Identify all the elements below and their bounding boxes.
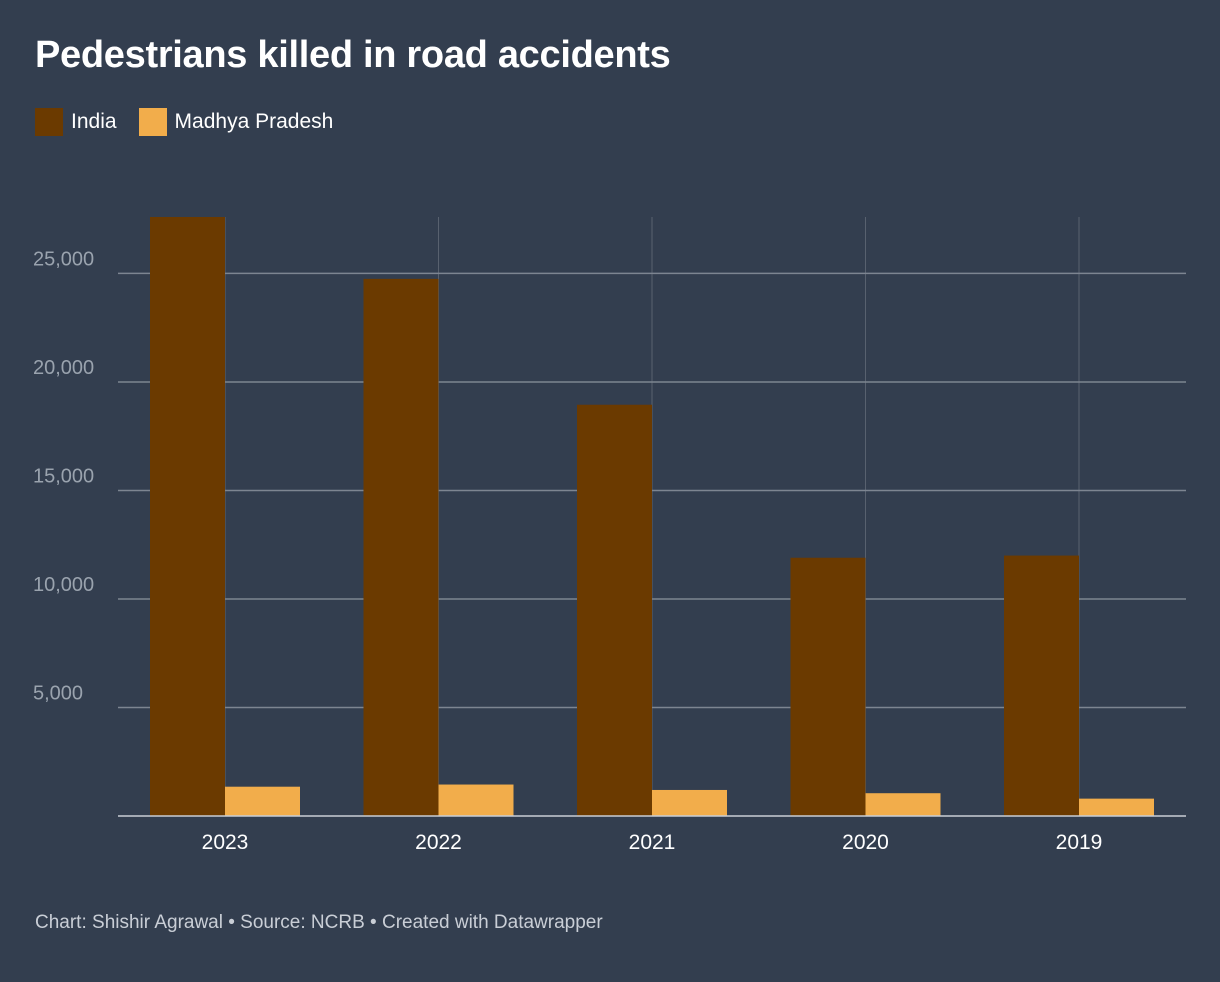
legend: India Madhya Pradesh <box>35 108 355 136</box>
bar-madhya-pradesh-2020 <box>865 793 941 816</box>
bars <box>150 217 1154 816</box>
y-tick-label: 20,000 <box>33 357 94 379</box>
legend-swatch-madhya-pradesh <box>138 108 167 136</box>
x-tick-label: 2023 <box>202 831 249 854</box>
bar-india-2021 <box>577 404 652 816</box>
bar-india-2022 <box>363 278 439 816</box>
y-tick-label: 5,000 <box>33 682 83 704</box>
y-tick-label: 10,000 <box>33 574 94 596</box>
bar-madhya-pradesh-2021 <box>652 789 727 816</box>
legend-label-madhya-pradesh: Madhya Pradesh <box>174 110 334 133</box>
bar-madhya-pradesh-2023 <box>225 786 300 816</box>
x-tick-label: 2022 <box>415 831 462 854</box>
legend-swatch-india <box>35 108 63 136</box>
bar-madhya-pradesh-2022 <box>438 784 514 816</box>
axes: 5,000 10,000 15,000 20,000 25,000 2023 2022 202… <box>33 248 1186 854</box>
bar-india-2020 <box>790 557 866 816</box>
y-tick-label: 25,000 <box>33 248 94 270</box>
chart-title: Pedestrians killed in road accidents <box>35 34 671 76</box>
x-tick-label: 2021 <box>629 831 676 854</box>
x-tick-label: 2019 <box>1056 831 1103 854</box>
bar-india-2019 <box>1004 555 1079 816</box>
bar-india-2023 <box>150 217 225 816</box>
bar-madhya-pradesh-2019 <box>1079 798 1154 816</box>
legend-item-india: India <box>35 108 117 136</box>
legend-item-madhya-pradesh: Madhya Pradesh <box>138 108 334 136</box>
x-tick-label: 2020 <box>842 831 889 854</box>
legend-label-india: India <box>71 110 117 133</box>
y-tick-label: 15,000 <box>33 465 94 487</box>
footer-credit: Chart: Shishir Agrawal • Source: NCRB • … <box>35 912 603 933</box>
